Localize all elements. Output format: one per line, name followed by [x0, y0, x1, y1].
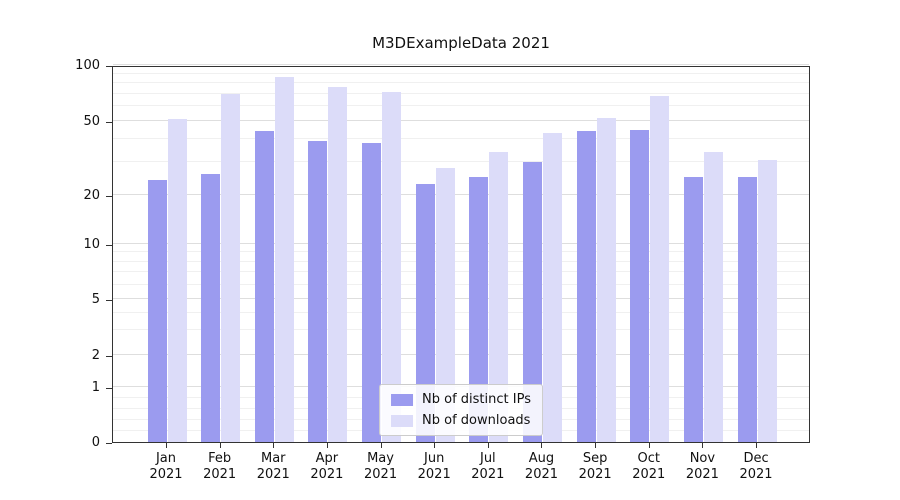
x-tick-mark — [380, 443, 382, 448]
minor-gridline — [113, 311, 809, 313]
y-tick-label: 20 — [83, 188, 100, 203]
legend-item-downloads: Nb of downloads — [391, 413, 531, 428]
y-tick-mark — [106, 443, 112, 444]
bar-distinct-ips — [308, 141, 328, 442]
y-tick-mark — [106, 196, 112, 197]
y-tick-mark — [106, 388, 112, 389]
x-tick-label: Jul 2021 — [471, 451, 505, 482]
legend-swatch-distinct-ips — [391, 393, 414, 406]
bar-distinct-ips — [469, 176, 489, 442]
y-tick-mark — [106, 356, 112, 357]
x-tick-mark — [273, 443, 275, 448]
x-tick-label: Nov 2021 — [685, 451, 719, 482]
x-tick-label: Feb 2021 — [203, 451, 237, 482]
bar-downloads — [167, 119, 187, 442]
legend-label-downloads: Nb of downloads — [422, 413, 531, 428]
bar-distinct-ips — [576, 131, 596, 442]
legend-swatch-downloads — [391, 414, 414, 427]
bar-downloads — [328, 87, 348, 442]
minor-gridline — [113, 161, 809, 163]
x-tick-mark — [326, 443, 328, 448]
bar-distinct-ips — [737, 176, 757, 442]
minor-gridline — [113, 329, 809, 331]
y-tick-label: 1 — [91, 380, 100, 395]
x-tick-mark — [541, 443, 543, 448]
x-tick-mark — [756, 443, 758, 448]
plot-area: Nb of distinct IPs Nb of downloads — [112, 64, 810, 443]
minor-gridline — [113, 72, 809, 74]
x-tick-mark — [595, 443, 597, 448]
bar-distinct-ips — [415, 183, 435, 442]
bar-distinct-ips — [254, 131, 274, 442]
major-gridline — [113, 194, 809, 195]
bar-downloads — [703, 152, 723, 442]
minor-gridline — [113, 283, 809, 285]
bar-downloads — [596, 117, 616, 442]
x-tick-label: Jan 2021 — [149, 451, 183, 482]
x-tick-label: Apr 2021 — [310, 451, 344, 482]
minor-gridline — [113, 251, 809, 253]
x-tick-mark — [648, 443, 650, 448]
y-tick-mark — [106, 300, 112, 301]
bar-distinct-ips — [201, 173, 221, 442]
minor-gridline — [113, 105, 809, 107]
x-tick-label: Mar 2021 — [256, 451, 290, 482]
bar-downloads — [757, 159, 777, 442]
bar-distinct-ips — [362, 143, 382, 442]
minor-gridline — [113, 260, 809, 262]
legend-label-distinct-ips: Nb of distinct IPs — [422, 392, 531, 407]
x-tick-label: Dec 2021 — [739, 451, 773, 482]
x-tick-label: Aug 2021 — [524, 451, 559, 482]
legend: Nb of distinct IPs Nb of downloads — [379, 384, 543, 436]
bar-downloads — [542, 133, 562, 442]
bar-distinct-ips — [630, 129, 650, 442]
y-tick-label: 100 — [75, 58, 100, 73]
bar-downloads — [435, 167, 455, 442]
x-tick-mark — [434, 443, 436, 448]
minor-gridline — [113, 271, 809, 273]
bar-distinct-ips — [522, 162, 542, 442]
y-tick-mark — [106, 66, 112, 67]
y-tick-label: 10 — [83, 237, 100, 252]
major-gridline — [113, 298, 809, 299]
minor-gridline — [113, 138, 809, 140]
y-tick-mark — [106, 245, 112, 246]
bar-downloads — [650, 96, 670, 442]
minor-gridline — [113, 92, 809, 94]
x-tick-label: Oct 2021 — [632, 451, 666, 482]
y-tick-label: 0 — [91, 435, 100, 450]
bar-distinct-ips — [147, 180, 167, 442]
bar-downloads — [382, 91, 402, 442]
y-tick-label: 2 — [91, 348, 100, 363]
x-tick-mark — [702, 443, 704, 448]
x-tick-label: Sep 2021 — [578, 451, 612, 482]
x-tick-mark — [166, 443, 167, 448]
major-gridline — [113, 64, 809, 65]
y-tick-mark — [106, 122, 112, 123]
y-tick-label: 50 — [83, 114, 100, 129]
major-gridline — [113, 243, 809, 244]
major-gridline — [113, 120, 809, 121]
bar-downloads — [221, 93, 241, 442]
bar-distinct-ips — [683, 176, 703, 442]
bar-downloads — [489, 152, 509, 442]
y-tick-label: 5 — [91, 292, 100, 307]
x-tick-label: Jun 2021 — [417, 451, 451, 482]
minor-gridline — [113, 82, 809, 84]
chart-title: M3DExampleData 2021 — [372, 34, 550, 52]
x-tick-mark — [219, 443, 221, 448]
x-tick-mark — [487, 443, 489, 448]
bar-downloads — [274, 77, 294, 442]
legend-item-distinct-ips: Nb of distinct IPs — [391, 392, 531, 407]
x-tick-label: May 2021 — [364, 451, 398, 482]
major-gridline — [113, 354, 809, 355]
